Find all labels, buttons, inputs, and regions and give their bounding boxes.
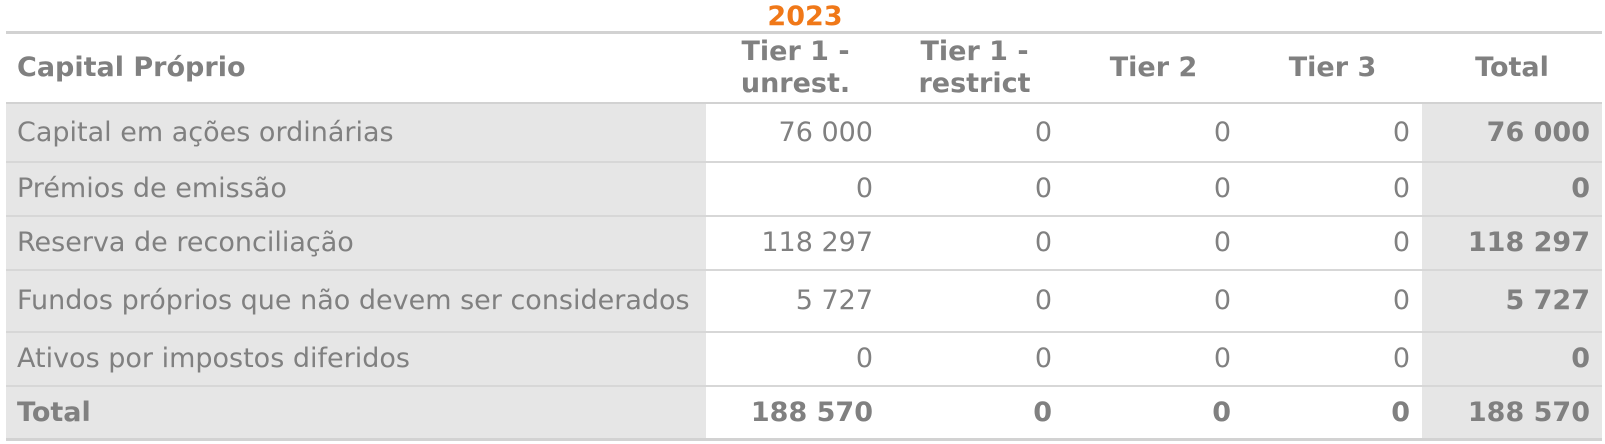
column-header-tier1-restricted-line1: Tier 1 - bbox=[920, 35, 1029, 67]
row-label: Ativos por impostos diferidos bbox=[6, 331, 706, 387]
column-header-total: Total bbox=[1422, 31, 1602, 104]
total-tier3: 0 bbox=[1243, 385, 1422, 441]
cell-tier3: 0 bbox=[1243, 331, 1422, 387]
table-row: Fundos próprios que não devem ser consid… bbox=[6, 269, 1602, 333]
column-header-tier2: Tier 2 bbox=[1064, 31, 1243, 104]
table-row: Ativos por impostos diferidos 0 0 0 0 0 bbox=[6, 331, 1602, 387]
own-funds-table: Capital Próprio Tier 1 - unrest. Tier 1 … bbox=[6, 31, 1602, 441]
cell-tier3: 0 bbox=[1243, 102, 1422, 163]
cell-tier1-restricted: 0 bbox=[885, 269, 1064, 333]
column-header-label: Capital Próprio bbox=[6, 31, 706, 104]
cell-tier1-unrestricted: 76 000 bbox=[706, 102, 885, 163]
cell-tier1-unrestricted: 0 bbox=[706, 331, 885, 387]
cell-tier1-unrestricted: 5 727 bbox=[706, 269, 885, 333]
row-label: Fundos próprios que não devem ser consid… bbox=[6, 269, 706, 333]
cell-tier1-restricted: 0 bbox=[885, 331, 1064, 387]
table-row: Capital em ações ordinárias 76 000 0 0 0… bbox=[6, 102, 1602, 163]
row-label: Capital em ações ordinárias bbox=[6, 102, 706, 163]
cell-tier3: 0 bbox=[1243, 269, 1422, 333]
total-tier2: 0 bbox=[1064, 385, 1243, 441]
table-row: Reserva de reconciliação 118 297 0 0 0 1… bbox=[6, 215, 1602, 271]
column-header-tier1-unrestricted: Tier 1 - unrest. bbox=[706, 31, 885, 104]
cell-tier2: 0 bbox=[1064, 215, 1243, 271]
cell-tier2: 0 bbox=[1064, 161, 1243, 217]
row-label: Reserva de reconciliação bbox=[6, 215, 706, 271]
total-tier1-restricted: 0 bbox=[885, 385, 1064, 441]
cell-tier2: 0 bbox=[1064, 331, 1243, 387]
cell-tier3: 0 bbox=[1243, 161, 1422, 217]
cell-total: 0 bbox=[1422, 161, 1602, 217]
total-tier1-unrestricted: 188 570 bbox=[706, 385, 885, 441]
cell-tier1-restricted: 0 bbox=[885, 215, 1064, 271]
cell-tier2: 0 bbox=[1064, 269, 1243, 333]
cell-total: 0 bbox=[1422, 331, 1602, 387]
total-row: Total 188 570 0 0 0 188 570 bbox=[6, 385, 1602, 441]
column-header-tier1-restricted: Tier 1 - restrict bbox=[885, 31, 1064, 104]
cell-tier1-unrestricted: 0 bbox=[706, 161, 885, 217]
cell-tier3: 0 bbox=[1243, 215, 1422, 271]
year-heading: 2023 bbox=[767, 1, 843, 32]
column-header-tier1-unrestricted-line2: unrest. bbox=[740, 67, 851, 99]
column-header-tier3: Tier 3 bbox=[1243, 31, 1422, 104]
grand-total: 188 570 bbox=[1422, 385, 1602, 441]
cell-tier2: 0 bbox=[1064, 102, 1243, 163]
cell-total: 118 297 bbox=[1422, 215, 1602, 271]
cell-tier1-restricted: 0 bbox=[885, 161, 1064, 217]
cell-total: 5 727 bbox=[1422, 269, 1602, 333]
cell-total: 76 000 bbox=[1422, 102, 1602, 163]
table-row: Prémios de emissão 0 0 0 0 0 bbox=[6, 161, 1602, 217]
cell-tier1-unrestricted: 118 297 bbox=[706, 215, 885, 271]
column-header-tier1-restricted-line2: restrict bbox=[918, 67, 1031, 99]
cell-tier1-restricted: 0 bbox=[885, 102, 1064, 163]
total-row-label: Total bbox=[6, 385, 706, 441]
row-label: Prémios de emissão bbox=[6, 161, 706, 217]
column-header-tier1-unrestricted-line1: Tier 1 - bbox=[741, 35, 850, 67]
header-row: Capital Próprio Tier 1 - unrest. Tier 1 … bbox=[6, 31, 1602, 104]
